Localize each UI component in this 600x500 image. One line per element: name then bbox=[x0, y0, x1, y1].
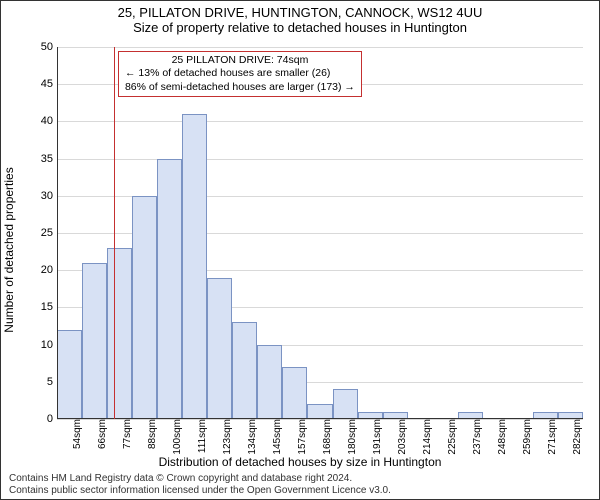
histogram-bar bbox=[82, 263, 107, 419]
annotation-line: ← 13% of detached houses are smaller (26… bbox=[125, 67, 355, 80]
histogram-bar bbox=[333, 389, 358, 419]
plot-area: 0510152025303540455054sqm66sqm77sqm88sqm… bbox=[57, 47, 583, 419]
x-tick-label: 248sqm bbox=[495, 419, 508, 455]
histogram-bar bbox=[57, 330, 82, 419]
y-tick-label: 35 bbox=[41, 153, 57, 165]
footer-line-2: Contains public sector information licen… bbox=[9, 485, 391, 497]
x-tick-label: 145sqm bbox=[270, 419, 283, 455]
x-tick-label: 225sqm bbox=[445, 419, 458, 455]
y-axis-label: Number of detached properties bbox=[2, 167, 16, 332]
x-tick-label: 168sqm bbox=[320, 419, 333, 455]
histogram-bar bbox=[282, 367, 307, 419]
x-tick-label: 259sqm bbox=[520, 419, 533, 455]
x-tick-label: 271sqm bbox=[545, 419, 558, 455]
histogram-bar bbox=[107, 248, 132, 419]
attribution-footer: Contains HM Land Registry data © Crown c… bbox=[9, 473, 391, 497]
histogram-bar bbox=[232, 322, 257, 419]
x-tick-label: 134sqm bbox=[245, 419, 258, 455]
footer-line-1: Contains HM Land Registry data © Crown c… bbox=[9, 473, 391, 485]
gridline bbox=[57, 159, 583, 160]
x-tick-label: 180sqm bbox=[345, 419, 358, 455]
histogram-bar bbox=[307, 404, 332, 419]
x-tick-label: 237sqm bbox=[470, 419, 483, 455]
y-tick-label: 45 bbox=[41, 78, 57, 90]
y-tick-label: 0 bbox=[47, 413, 57, 425]
x-tick-label: 54sqm bbox=[70, 419, 83, 449]
gridline bbox=[57, 47, 583, 48]
y-tick-label: 10 bbox=[41, 339, 57, 351]
reference-line bbox=[114, 47, 115, 419]
title-address: 25, PILLATON DRIVE, HUNTINGTON, CANNOCK,… bbox=[1, 5, 599, 20]
x-tick-label: 100sqm bbox=[170, 419, 183, 455]
x-tick-label: 214sqm bbox=[420, 419, 433, 455]
x-axis bbox=[57, 418, 583, 419]
x-tick-label: 111sqm bbox=[195, 419, 208, 453]
x-tick-label: 203sqm bbox=[395, 419, 408, 455]
y-tick-label: 15 bbox=[41, 301, 57, 313]
x-tick-label: 88sqm bbox=[145, 419, 158, 449]
y-tick-label: 5 bbox=[47, 376, 57, 388]
y-axis bbox=[57, 47, 58, 419]
x-tick-label: 191sqm bbox=[370, 419, 383, 455]
annotation-line: 25 PILLATON DRIVE: 74sqm bbox=[125, 54, 355, 67]
title-description: Size of property relative to detached ho… bbox=[1, 20, 599, 35]
x-tick-label: 157sqm bbox=[295, 419, 308, 455]
histogram-bar bbox=[132, 196, 157, 419]
y-tick-label: 20 bbox=[41, 264, 57, 276]
chart-container: 25, PILLATON DRIVE, HUNTINGTON, CANNOCK,… bbox=[0, 0, 600, 500]
x-axis-label: Distribution of detached houses by size … bbox=[159, 455, 442, 469]
y-tick-label: 25 bbox=[41, 227, 57, 239]
y-tick-label: 30 bbox=[41, 190, 57, 202]
annotation-line: 86% of semi-detached houses are larger (… bbox=[125, 81, 355, 94]
histogram-bar bbox=[257, 345, 282, 419]
histogram-bar bbox=[157, 159, 182, 419]
x-tick-label: 77sqm bbox=[120, 419, 133, 449]
histogram-bar bbox=[207, 278, 232, 419]
x-tick-label: 66sqm bbox=[95, 419, 108, 449]
gridline bbox=[57, 121, 583, 122]
annotation-box: 25 PILLATON DRIVE: 74sqm← 13% of detache… bbox=[118, 51, 362, 97]
histogram-bar bbox=[182, 114, 207, 419]
x-tick-label: 123sqm bbox=[220, 419, 233, 455]
y-tick-label: 50 bbox=[41, 41, 57, 53]
x-tick-label: 282sqm bbox=[570, 419, 583, 455]
y-tick-label: 40 bbox=[41, 115, 57, 127]
